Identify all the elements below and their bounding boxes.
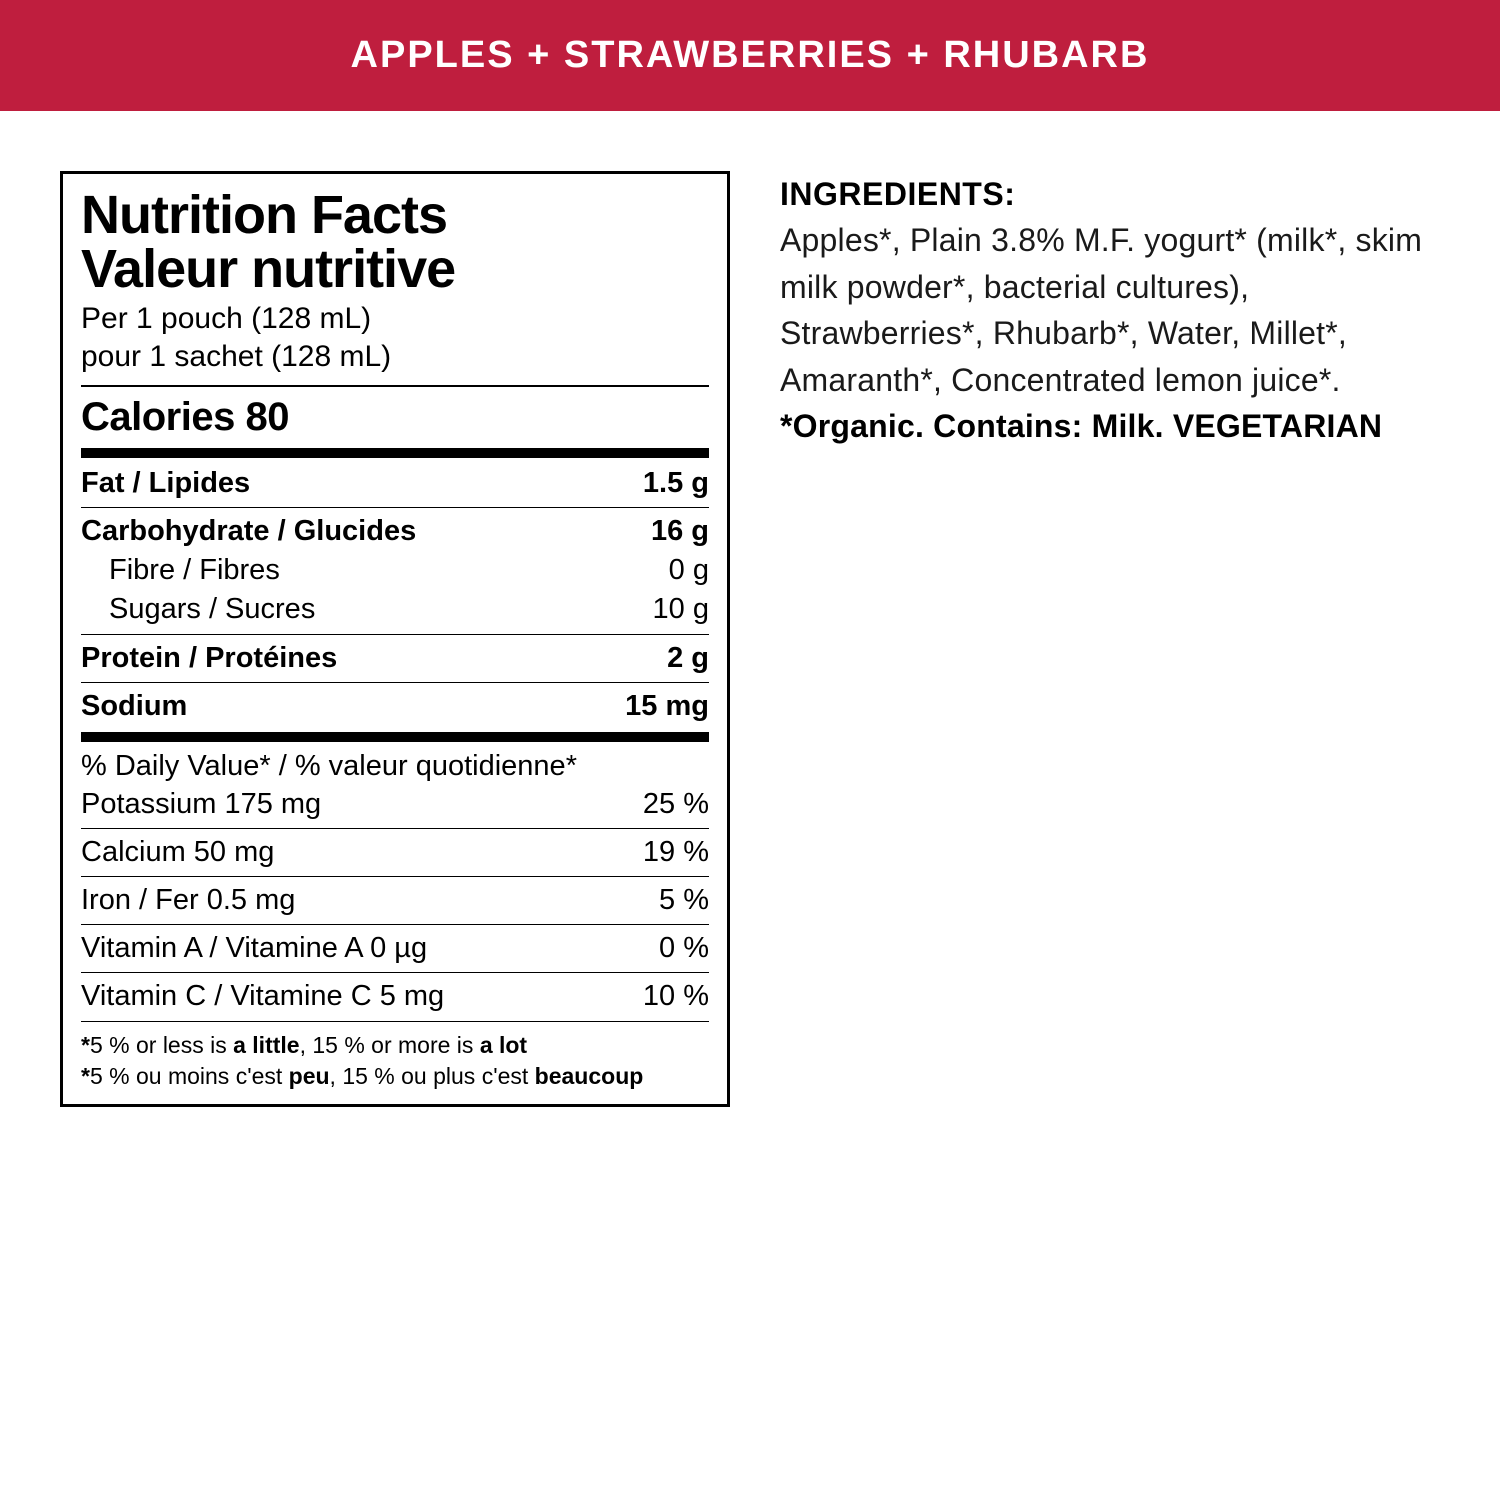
asterisk: *: [81, 1032, 90, 1058]
rule: [81, 634, 709, 635]
calcium-row: Calcium 50 mg 19 %: [81, 833, 709, 872]
rule: [81, 972, 709, 973]
potassium-value: 25 %: [643, 785, 709, 824]
carb-row: Carbohydrate / Glucides 16 g: [81, 512, 709, 551]
protein-label: Protein / Protéines: [81, 639, 337, 678]
rule: [81, 448, 709, 458]
iron-value: 5 %: [659, 881, 709, 920]
fibre-value: 0 g: [669, 551, 709, 590]
vit-a-label: Vitamin A / Vitamine A 0 µg: [81, 929, 427, 968]
sugars-row: Sugars / Sucres 10 g: [81, 590, 709, 629]
foot-fr-b1: peu: [289, 1063, 330, 1089]
dv-footnote: *5 % or less is a little, 15 % or more i…: [81, 1026, 709, 1092]
fat-row: Fat / Lipides 1.5 g: [81, 464, 709, 503]
sugars-label: Sugars / Sucres: [81, 590, 315, 629]
potassium-label: Potassium 175 mg: [81, 785, 321, 824]
carb-label: Carbohydrate / Glucides: [81, 512, 416, 551]
flavor-text: APPLES + STRAWBERRIES + RHUBARB: [351, 34, 1150, 76]
vit-c-row: Vitamin C / Vitamine C 5 mg 10 %: [81, 977, 709, 1016]
foot-en-b1: a little: [233, 1032, 299, 1058]
foot-en-b2: a lot: [480, 1032, 527, 1058]
sugars-value: 10 g: [653, 590, 709, 629]
nf-title-en: Nutrition Facts: [81, 188, 709, 242]
vit-c-label: Vitamin C / Vitamine C 5 mg: [81, 977, 444, 1016]
asterisk: *: [81, 1063, 90, 1089]
iron-label: Iron / Fer 0.5 mg: [81, 881, 295, 920]
rule: [81, 876, 709, 877]
protein-value: 2 g: [667, 639, 709, 678]
ingredients-body: Apples*, Plain 3.8% M.F. yogurt* (milk*,…: [780, 222, 1422, 397]
sodium-value: 15 mg: [625, 687, 709, 726]
footnote-fr: *5 % ou moins c'est peu, 15 % ou plus c'…: [81, 1061, 709, 1092]
serving-size: Per 1 pouch (128 mL) pour 1 sachet (128 …: [81, 300, 709, 375]
vit-a-row: Vitamin A / Vitamine A 0 µg 0 %: [81, 929, 709, 968]
ingredients-block: INGREDIENTS: Apples*, Plain 3.8% M.F. yo…: [780, 171, 1440, 1107]
foot-en-mid: , 15 % or more is: [300, 1032, 480, 1058]
rule: [81, 385, 709, 387]
foot-fr-b2: beaucoup: [535, 1063, 644, 1089]
fat-value: 1.5 g: [643, 464, 709, 503]
flavor-banner: APPLES + STRAWBERRIES + RHUBARB: [0, 0, 1500, 111]
nf-title-fr: Valeur nutritive: [81, 242, 709, 296]
calcium-value: 19 %: [643, 833, 709, 872]
serving-en: Per 1 pouch (128 mL): [81, 300, 709, 338]
foot-fr-mid: , 15 % ou plus c'est: [330, 1063, 535, 1089]
rule: [81, 682, 709, 683]
carb-value: 16 g: [651, 512, 709, 551]
nutrition-facts-panel: Nutrition Facts Valeur nutritive Per 1 p…: [60, 171, 730, 1107]
rule: [81, 732, 709, 742]
dv-header: % Daily Value* / % valeur quotidienne*: [81, 748, 709, 785]
vit-c-value: 10 %: [643, 977, 709, 1016]
sodium-row: Sodium 15 mg: [81, 687, 709, 726]
rule: [81, 507, 709, 508]
serving-fr: pour 1 sachet (128 mL): [81, 338, 709, 376]
fibre-label: Fibre / Fibres: [81, 551, 280, 590]
foot-fr-pre: 5 % ou moins c'est: [90, 1063, 289, 1089]
fibre-row: Fibre / Fibres 0 g: [81, 551, 709, 590]
vit-a-value: 0 %: [659, 929, 709, 968]
footnote-en: *5 % or less is a little, 15 % or more i…: [81, 1030, 709, 1061]
calcium-label: Calcium 50 mg: [81, 833, 274, 872]
sodium-label: Sodium: [81, 687, 187, 726]
ingredients-header: INGREDIENTS:: [780, 176, 1015, 212]
organic-note: *Organic.: [780, 408, 924, 444]
foot-en-pre: 5 % or less is: [90, 1032, 233, 1058]
calories-row: Calories 80: [81, 393, 709, 442]
rule: [81, 924, 709, 925]
rule: [81, 1021, 709, 1022]
protein-row: Protein / Protéines 2 g: [81, 639, 709, 678]
contains-note: Contains: Milk. VEGETARIAN: [933, 408, 1382, 444]
iron-row: Iron / Fer 0.5 mg 5 %: [81, 881, 709, 920]
content-area: Nutrition Facts Valeur nutritive Per 1 p…: [0, 111, 1500, 1107]
potassium-row: Potassium 175 mg 25 %: [81, 785, 709, 824]
fat-label: Fat / Lipides: [81, 464, 250, 503]
rule: [81, 828, 709, 829]
